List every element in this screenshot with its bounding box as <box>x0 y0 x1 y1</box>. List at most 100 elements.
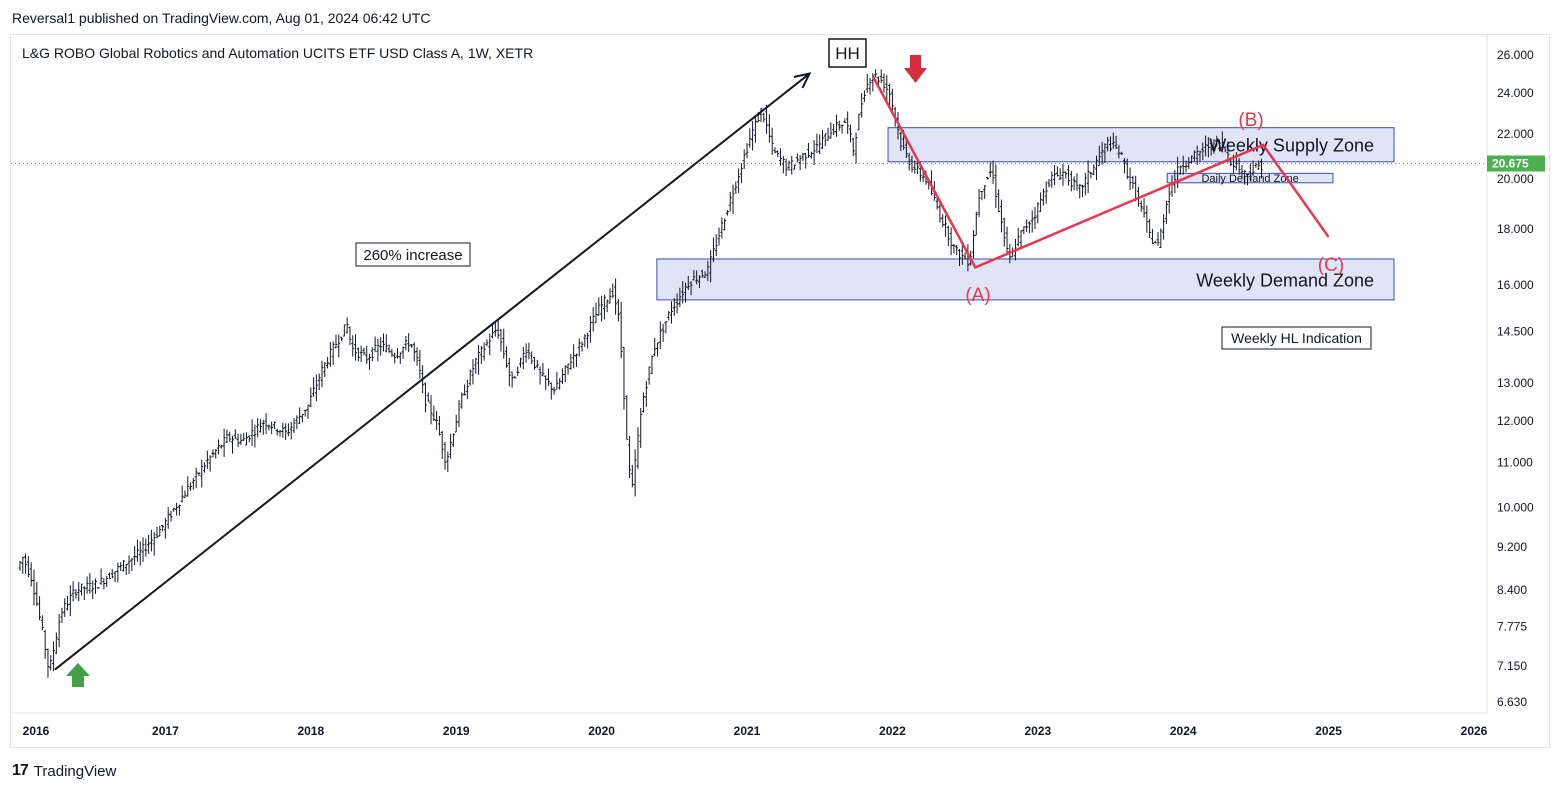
candle <box>1103 143 1107 164</box>
candle <box>1167 186 1171 214</box>
candle <box>66 596 70 611</box>
candle <box>208 455 212 472</box>
candle <box>832 123 836 136</box>
candle <box>264 413 268 434</box>
candle <box>675 293 679 314</box>
candle <box>854 132 858 164</box>
candle <box>1019 230 1023 249</box>
candle <box>1016 227 1020 247</box>
candle <box>217 439 221 455</box>
candle <box>913 160 917 174</box>
chart-frame[interactable] <box>10 34 1550 748</box>
candle <box>180 485 184 503</box>
candle <box>1243 169 1247 185</box>
candle <box>1030 210 1034 233</box>
candle <box>340 336 344 341</box>
candle <box>1218 139 1222 152</box>
candle <box>1187 157 1191 169</box>
candle <box>300 414 304 423</box>
candle <box>38 596 42 621</box>
candle <box>538 366 542 385</box>
candle <box>840 124 844 134</box>
candle <box>479 345 483 364</box>
candle <box>541 362 545 377</box>
candle <box>219 444 223 449</box>
candle <box>499 329 503 352</box>
candle <box>429 395 433 425</box>
candle <box>471 359 475 385</box>
candle <box>68 585 72 617</box>
candle <box>997 189 1001 213</box>
candle <box>1248 163 1252 181</box>
candle <box>491 324 495 339</box>
weekly-demand-zone <box>656 258 1395 301</box>
candle <box>1131 175 1135 189</box>
y-tick-label: 10.000 <box>1497 500 1534 514</box>
candle <box>88 572 92 594</box>
candle <box>692 269 696 281</box>
candle <box>270 421 274 435</box>
candle <box>734 181 738 194</box>
candle <box>250 419 254 447</box>
candle <box>435 410 439 431</box>
candle <box>320 360 324 388</box>
candle <box>26 556 30 578</box>
candle <box>885 74 889 102</box>
candle <box>851 137 855 157</box>
candle <box>781 155 785 174</box>
candle <box>644 380 648 407</box>
candle <box>261 419 265 435</box>
candle <box>672 298 676 316</box>
candle <box>594 302 598 324</box>
candle <box>762 112 766 123</box>
candle <box>697 275 701 288</box>
candle <box>52 641 56 672</box>
candle <box>566 363 570 375</box>
candle <box>1164 200 1168 224</box>
candle <box>203 462 207 473</box>
candle <box>21 556 25 574</box>
candle <box>837 120 841 131</box>
y-tick-label: 9.200 <box>1497 540 1527 554</box>
candle <box>96 586 100 589</box>
candle <box>337 334 341 358</box>
publisher-header: Reversal1 published on TradingView.com, … <box>12 10 431 26</box>
candle <box>1246 173 1250 186</box>
hh-box <box>828 38 867 68</box>
increase-box <box>355 242 471 267</box>
candle <box>1125 158 1129 180</box>
candle <box>1190 155 1194 164</box>
candle <box>488 333 492 356</box>
candle <box>110 569 114 579</box>
candle <box>1106 136 1110 152</box>
candle <box>443 442 447 470</box>
candle <box>513 375 517 379</box>
candle <box>401 346 405 360</box>
last-price-label: 20.675 <box>1492 157 1529 171</box>
candle <box>91 580 95 600</box>
candle <box>482 342 486 361</box>
candle <box>1142 198 1146 218</box>
candle <box>770 127 774 155</box>
candle <box>387 344 391 353</box>
candle <box>200 459 204 488</box>
candle <box>1212 139 1216 154</box>
candle <box>197 472 201 477</box>
candle <box>871 73 875 92</box>
candle <box>1033 206 1037 230</box>
candle <box>404 335 408 351</box>
candle <box>163 518 167 539</box>
x-tick-label: 2026 <box>1461 724 1488 738</box>
candle <box>155 526 159 539</box>
candle <box>958 249 962 267</box>
candle <box>944 215 948 237</box>
candle <box>577 338 581 357</box>
candle <box>1067 164 1071 186</box>
candle <box>882 73 886 93</box>
candle <box>546 368 550 386</box>
candle <box>1089 171 1093 179</box>
candle <box>706 260 710 282</box>
candle <box>510 371 514 388</box>
candle <box>365 345 369 364</box>
